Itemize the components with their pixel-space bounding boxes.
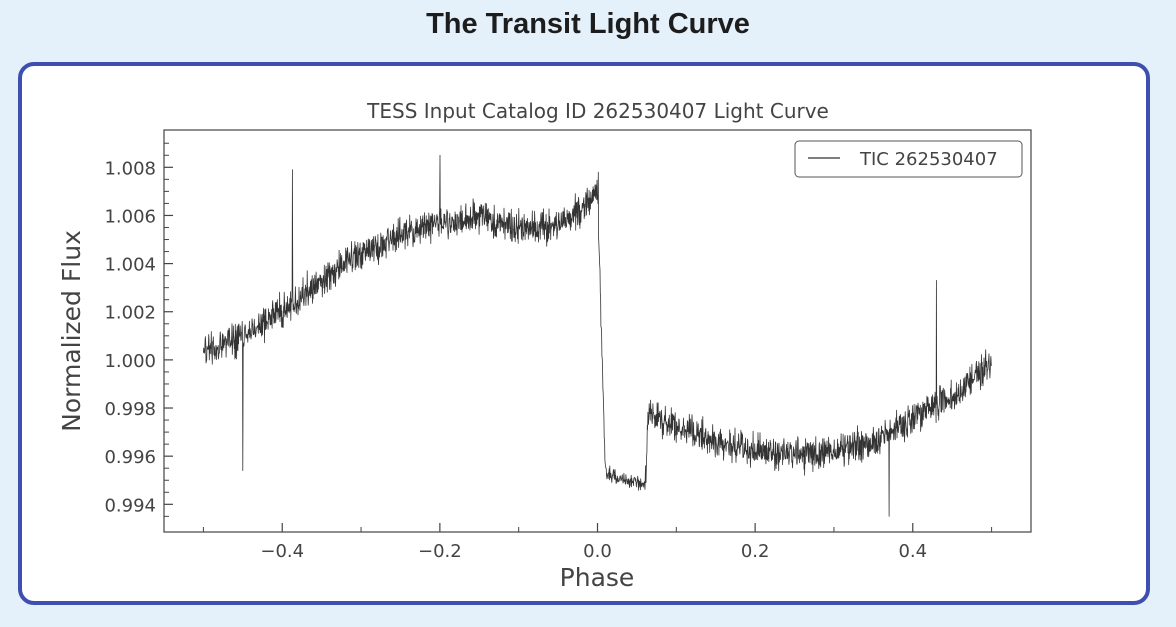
y-axis-label: Normalized Flux (57, 230, 86, 432)
y-tick-label: 1.004 (104, 255, 156, 276)
y-tick-label: 0.994 (104, 495, 156, 516)
legend[interactable]: TIC 262530407 (794, 140, 1023, 178)
legend-label: TIC 262530407 (859, 149, 998, 170)
chart-title: TESS Input Catalog ID 262530407 Light Cu… (366, 99, 829, 123)
x-tick-label: 0.4 (898, 541, 927, 562)
y-tick-label: 1.008 (104, 158, 156, 179)
series-line-tic-262530407 (203, 154, 992, 517)
y-tick-label: 0.998 (104, 399, 156, 420)
chart-card: TESS Input Catalog ID 262530407 Light Cu… (18, 62, 1150, 605)
y-tick-label: 1.002 (104, 303, 156, 324)
data-layer (203, 154, 992, 517)
light-curve-chart: TESS Input Catalog ID 262530407 Light Cu… (57, 99, 1032, 592)
y-tick-label: 1.006 (104, 206, 156, 227)
x-tick-label: 0.2 (741, 541, 770, 562)
x-tick-label: −0.4 (260, 541, 304, 562)
y-tick-label: 0.996 (104, 447, 156, 468)
page-title: The Transit Light Curve (426, 8, 750, 40)
x-axis-label: Phase (560, 563, 635, 592)
x-tick-label: −0.2 (418, 541, 462, 562)
ticks-layer: −0.4 −0.2 0.0 0.2 0.4 0.994 0.996 0.998 1.000 1.0… (104, 142, 993, 562)
legend-box (794, 140, 1023, 178)
x-tick-label: 0.0 (583, 541, 612, 562)
y-tick-label: 1.000 (104, 351, 156, 372)
